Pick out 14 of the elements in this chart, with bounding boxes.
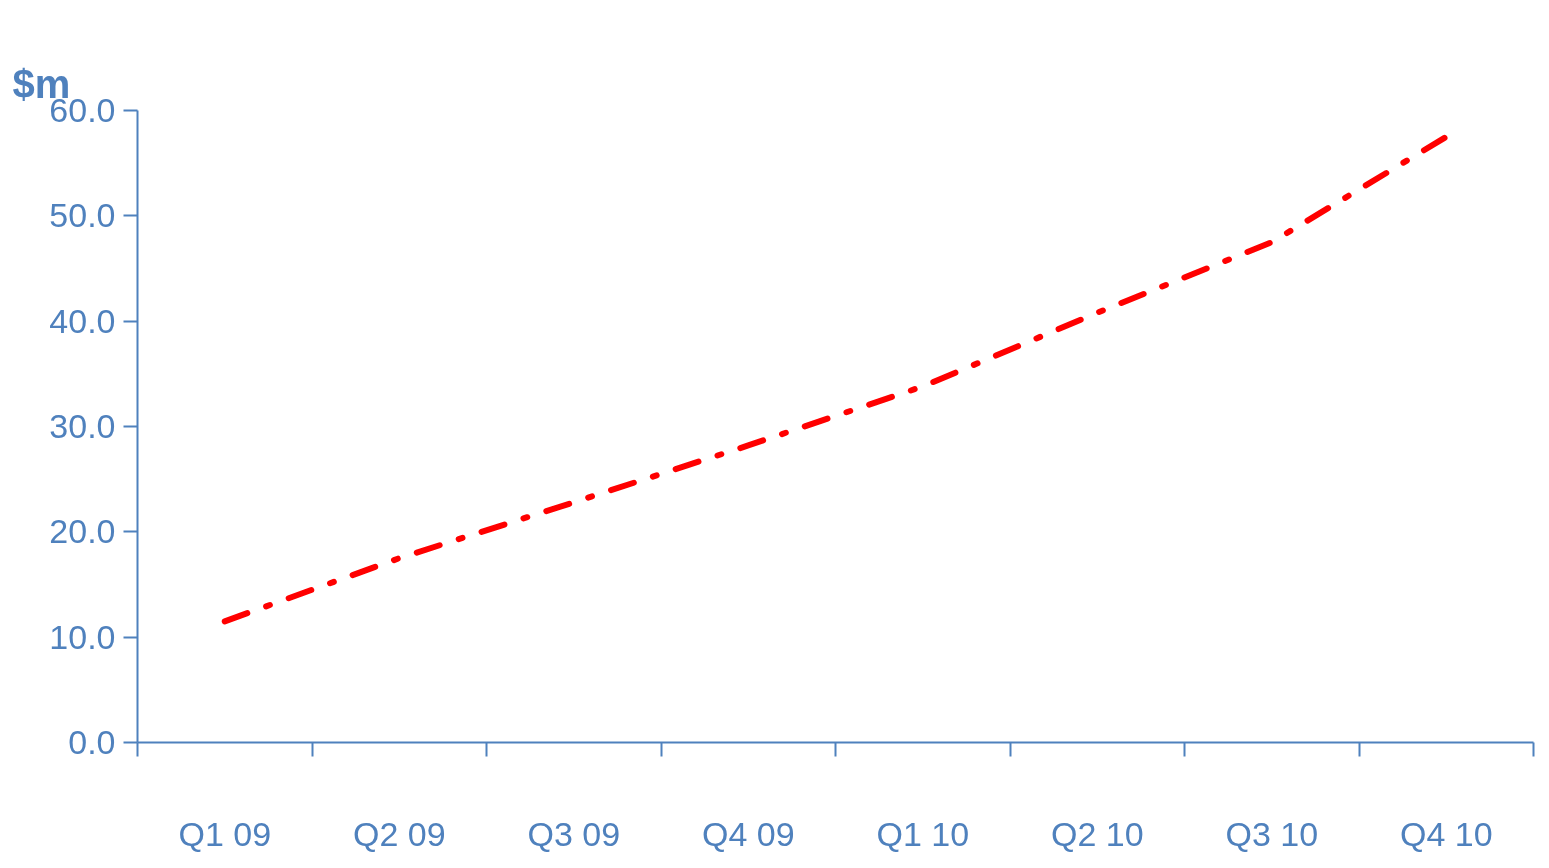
- x-tick-label: Q2 09: [352, 814, 446, 853]
- y-tick-label: 10.0: [49, 617, 116, 656]
- x-tick-label: Q3 09: [527, 814, 621, 853]
- x-tick-label: Q1 09: [178, 814, 272, 853]
- x-tick-label: Q3 10: [1225, 814, 1319, 853]
- y-tick-label: 50.0: [49, 196, 116, 235]
- x-tick-label: Q1 10: [876, 814, 970, 853]
- y-tick-label: 40.0: [49, 301, 116, 340]
- x-tick-label: Q2 10: [1050, 814, 1144, 853]
- x-tick-label: Q4 09: [701, 814, 795, 853]
- y-tick-label: 0.0: [68, 723, 116, 761]
- y-tick-label: 30.0: [49, 407, 116, 445]
- x-tick-label: Q4 10: [1399, 814, 1493, 853]
- y-tick-label: 20.0: [49, 512, 116, 551]
